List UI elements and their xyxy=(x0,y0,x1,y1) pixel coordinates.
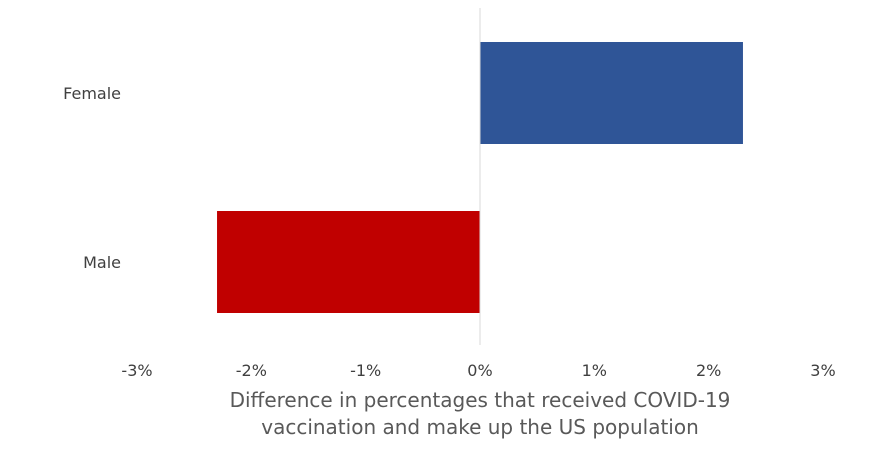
x-tick-label: 0% xyxy=(467,361,492,380)
category-labels: Female Male xyxy=(63,84,121,272)
x-tick-label: 3% xyxy=(810,361,835,380)
category-label-female: Female xyxy=(63,84,121,103)
x-tick-label: -1% xyxy=(350,361,381,380)
bar-female xyxy=(480,42,743,144)
x-axis-title-line-2: vaccination and make up the US populatio… xyxy=(261,415,699,439)
bars-layer xyxy=(217,42,743,313)
x-axis-title-line-1: Difference in percentages that received … xyxy=(230,388,731,412)
x-tick-label: -2% xyxy=(236,361,267,380)
x-tick-label: -3% xyxy=(121,361,152,380)
category-label-male: Male xyxy=(83,253,121,272)
bar-male xyxy=(217,211,481,313)
x-tick-label: 1% xyxy=(582,361,607,380)
x-tick-label: 2% xyxy=(696,361,721,380)
x-tick-labels: -3% -2% -1% 0% 1% 2% 3% xyxy=(121,361,835,380)
